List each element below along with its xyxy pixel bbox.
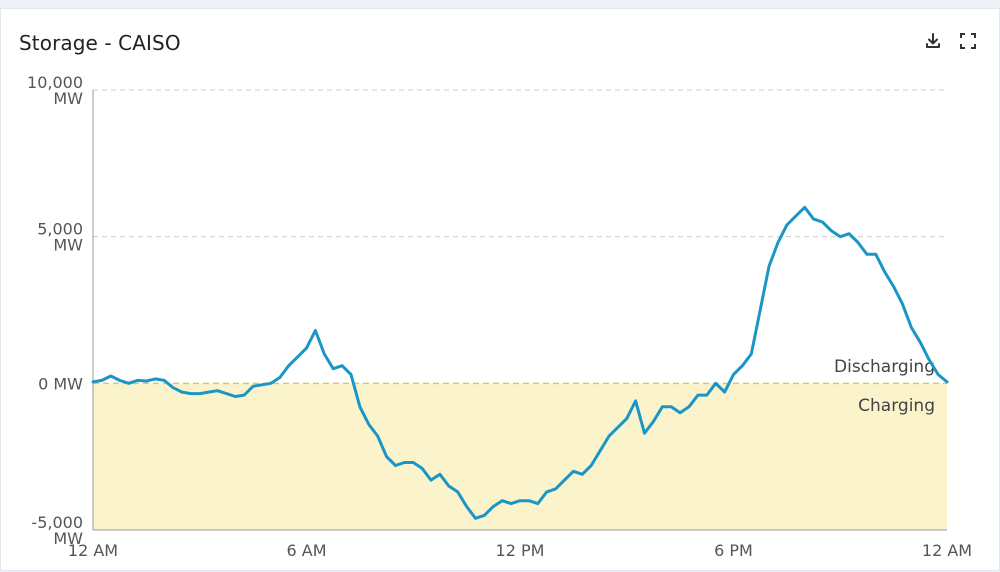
download-icon[interactable] [921,29,945,53]
y-tick-label: -5,000 MW [31,513,83,548]
storage-series-line [91,205,949,520]
chart-card: Storage - CAISO 10,000 MW 5,000 MW 0 MW -5,00… [0,8,1000,571]
charging-region [93,383,947,530]
y-tick-label: 5,000 MW [37,220,83,255]
y-tick-label: 0 MW [38,374,83,393]
x-tick-label: 6 PM [714,541,753,560]
x-tick-label: 12 AM [68,541,118,560]
x-tick-label: 12 AM [922,541,972,560]
x-tick-label: 12 PM [496,541,545,560]
discharging-label: Discharging [834,357,935,377]
fullscreen-icon[interactable] [956,29,980,53]
x-tick-label: 6 AM [286,541,326,560]
charging-label: Charging [858,396,935,416]
y-tick-label: 10,000 MW [27,73,83,108]
chart-title: Storage - CAISO [19,31,181,55]
